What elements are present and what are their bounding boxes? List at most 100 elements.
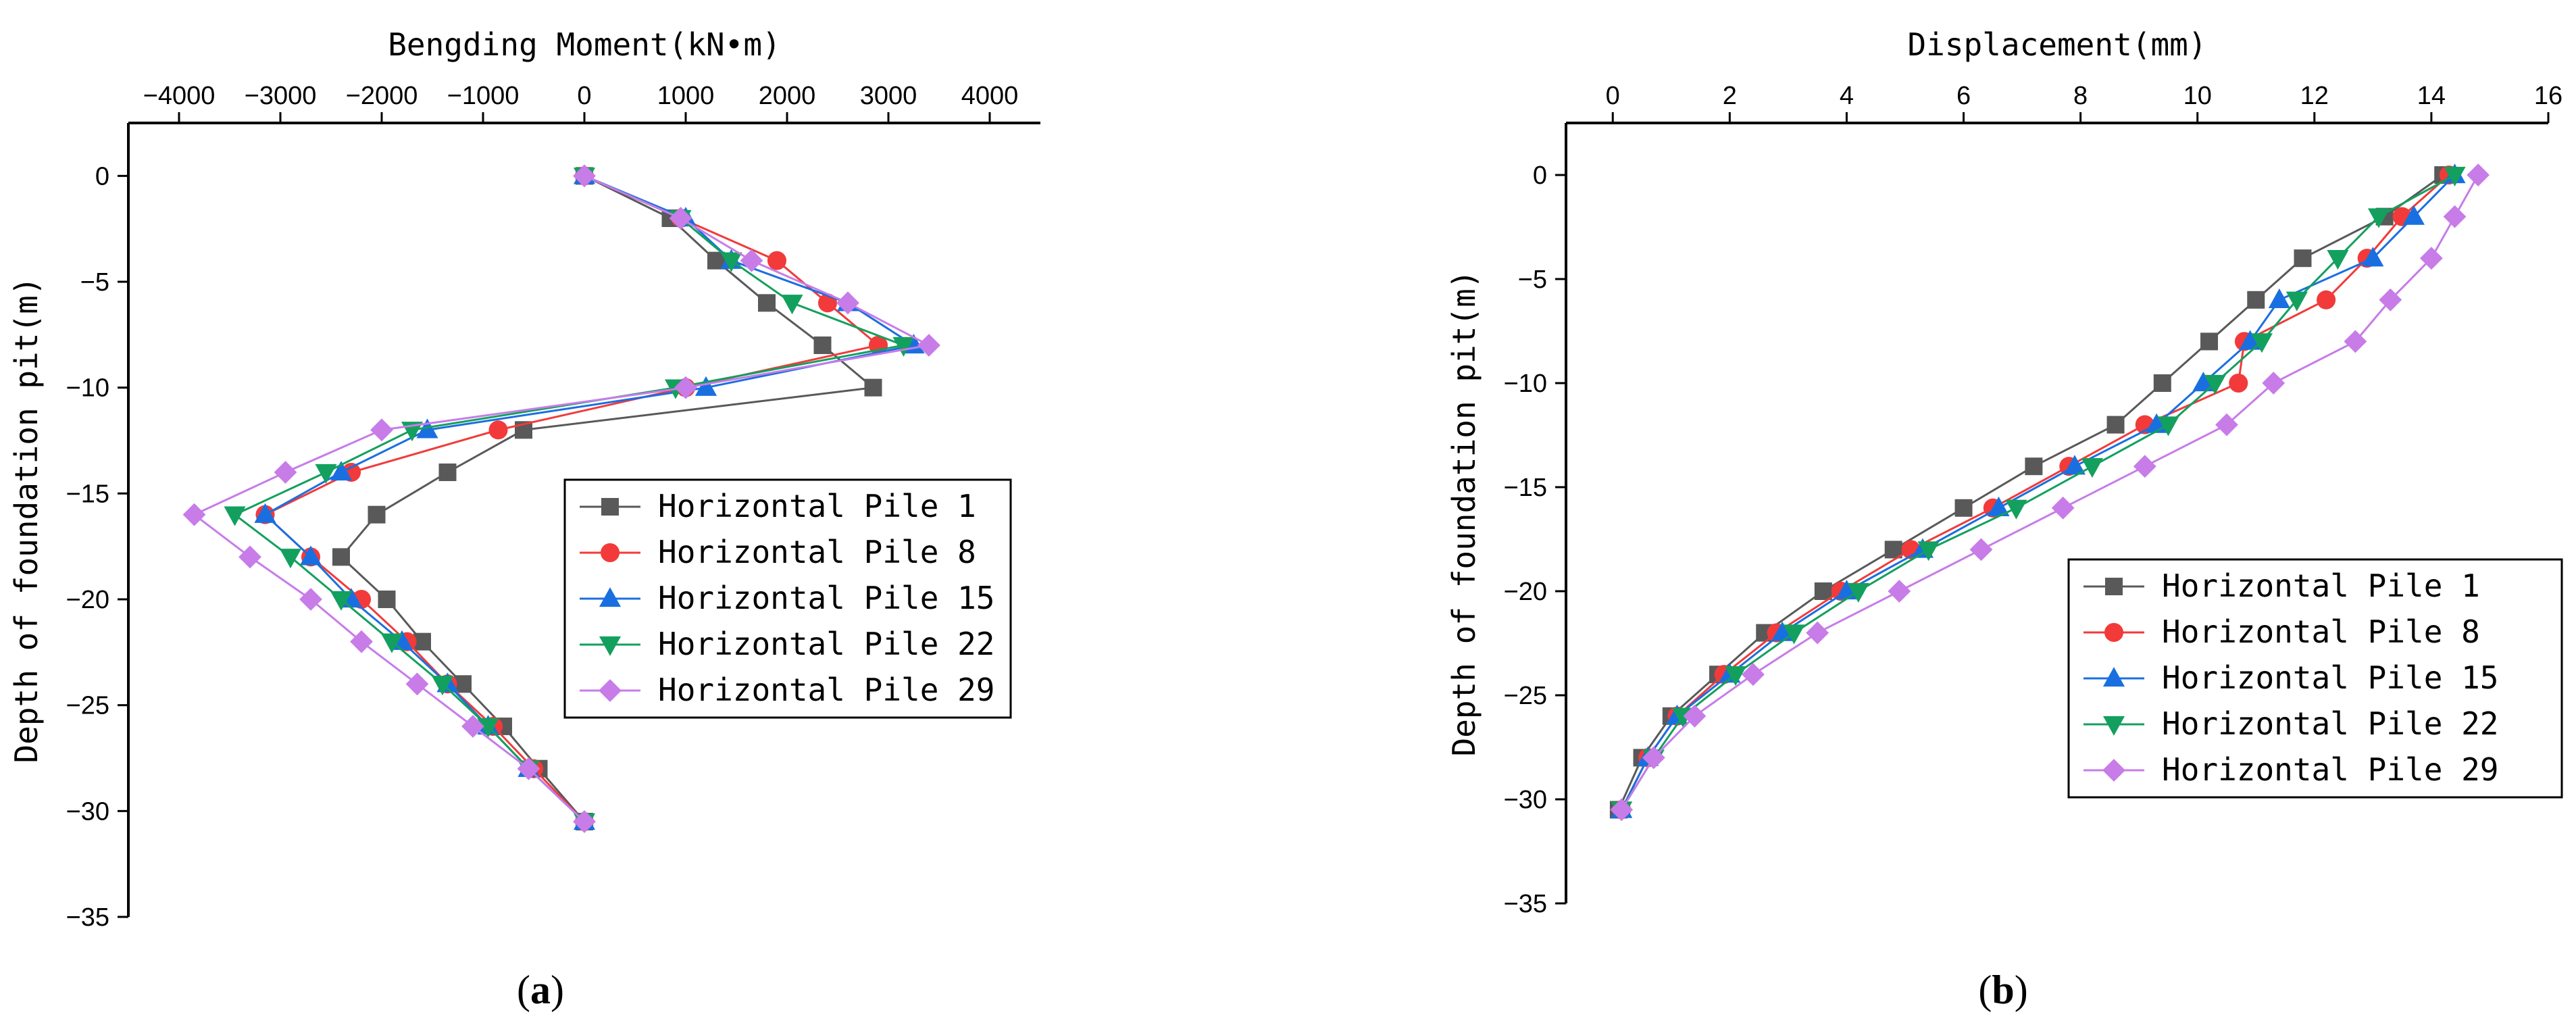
legend-item: Horizontal Pile 8 [580, 534, 976, 570]
legend-marker [599, 587, 622, 607]
y-axis-title: Depth of foundation pit(m) [1446, 270, 1482, 756]
data-point-marker [2200, 332, 2219, 351]
y-tick-label: −15 [66, 480, 109, 508]
panel-label-close: ) [551, 968, 564, 1012]
data-point-marker [2192, 372, 2215, 392]
data-point-marker [315, 464, 337, 484]
x-tick-label: −3000 [245, 82, 317, 110]
data-point-marker [279, 549, 302, 569]
data-point-marker [368, 505, 386, 524]
panel-label-open: ( [517, 968, 530, 1012]
x-tick-label: 6 [1956, 82, 1971, 110]
series-line [339, 174, 876, 822]
data-point-marker [2285, 291, 2308, 311]
data-point-marker [1888, 580, 1911, 603]
data-point-marker [813, 336, 832, 354]
data-point-marker [573, 810, 596, 833]
data-point-marker [238, 545, 261, 569]
data-point-marker [694, 376, 717, 396]
data-point-marker [2367, 208, 2390, 228]
legend-item: Horizontal Pile 8 [2083, 614, 2480, 650]
data-point-marker [2443, 205, 2467, 228]
y-tick-label: −20 [1504, 578, 1547, 606]
legend: Horizontal Pile 1 Horizontal Pile 8 Horizo… [563, 478, 1012, 719]
legend: Horizontal Pile 1 Horizontal Pile 8 Horizo… [2067, 558, 2563, 799]
data-point-marker [2294, 249, 2312, 268]
x-tick-label: 12 [2300, 82, 2329, 110]
legend-item: Horizontal Pile 22 [580, 626, 995, 662]
y-tick-label: −5 [80, 268, 109, 297]
legend-label: Horizontal Pile 1 [2162, 568, 2480, 604]
data-point-marker [299, 588, 322, 611]
legend-item: Horizontal Pile 1 [2083, 568, 2480, 604]
data-point-marker [517, 757, 540, 780]
series-line [1620, 174, 2450, 811]
legend-label: Horizontal Pile 22 [2162, 705, 2499, 742]
data-point-marker [781, 295, 803, 315]
data-point-marker [2362, 247, 2384, 267]
data-point-marker [669, 207, 692, 230]
data-point-marker [2268, 288, 2290, 308]
data-point-marker [674, 376, 697, 399]
y-tick-label: −25 [1504, 682, 1547, 710]
legend-box [2067, 558, 2563, 799]
data-point-marker [2025, 457, 2043, 476]
legend-item: Horizontal Pile 15 [580, 580, 995, 616]
legend-label: Horizontal Pile 22 [658, 626, 995, 662]
legend-marker [2105, 578, 2123, 595]
data-point-marker [2106, 416, 2125, 434]
data-point-marker [254, 503, 276, 523]
data-point-marker [299, 545, 322, 566]
y-tick-label: −10 [1504, 370, 1547, 398]
panel-b-displacement-chart: 0 2 4 6 8 10 12 14 16 0 −5 −10 −15 −20 −25 −30 −35 Displa… [1446, 26, 2563, 1012]
data-point-marker [1610, 798, 1634, 822]
x-tick-label: 0 [1606, 82, 1620, 110]
data-point-marker [461, 715, 484, 738]
legend-marker [2102, 759, 2125, 782]
panel-label-close: ) [2015, 968, 2028, 1012]
x-tick-label: 1000 [657, 82, 715, 110]
data-point-marker [1814, 582, 1832, 600]
x-tick-label: −4000 [143, 82, 216, 110]
data-point-marker [767, 251, 787, 270]
panel-label-open: ( [1978, 968, 1992, 1012]
data-point-marker [1683, 704, 1707, 728]
data-point-marker [1847, 582, 1869, 603]
panel-a-bending-moment-chart: −4000 −3000 −2000 −1000 0 1000 2000 3000 4000 0 −5… [8, 26, 1040, 1012]
legend-label: Horizontal Pile 29 [658, 672, 995, 708]
legend-marker [601, 498, 619, 516]
x-tick-label: −1000 [447, 82, 520, 110]
panel-label-letter: a [530, 968, 551, 1012]
y-tick-label: 0 [95, 162, 109, 191]
data-point-marker [2051, 496, 2075, 520]
data-point-marker [2157, 416, 2179, 436]
data-point-marker [720, 252, 742, 272]
data-point-marker [2467, 164, 2490, 186]
legend-item: Horizontal Pile 29 [2083, 751, 2499, 788]
data-point-marker [2239, 330, 2261, 350]
legend-item: Horizontal Pile 15 [2083, 659, 2499, 696]
data-point-marker [330, 591, 353, 611]
data-point-marker [488, 420, 508, 440]
data-point-marker [224, 506, 246, 526]
data-point-marker [332, 548, 350, 566]
y-tick-label: −35 [1504, 890, 1547, 918]
data-point-marker [2344, 330, 2367, 353]
data-point-marker [2229, 373, 2248, 393]
data-point-marker [758, 294, 776, 312]
data-point-marker [431, 676, 454, 696]
legend-marker [599, 679, 622, 702]
data-point-marker [1642, 746, 1665, 770]
x-tick-label: 14 [2417, 82, 2446, 110]
data-point-marker [182, 503, 206, 526]
x-tick-label: 10 [2183, 82, 2212, 110]
y-tick-label: −30 [1504, 786, 1547, 814]
data-point-marker [836, 291, 859, 315]
series-line [263, 174, 881, 823]
data-point-marker [350, 630, 373, 653]
data-point-marker [1724, 666, 1747, 686]
x-tick-label: 16 [2534, 82, 2562, 110]
panel-label: (a) [517, 968, 564, 1012]
y-tick-label: −5 [1518, 266, 1547, 294]
series-line [1617, 174, 2444, 811]
